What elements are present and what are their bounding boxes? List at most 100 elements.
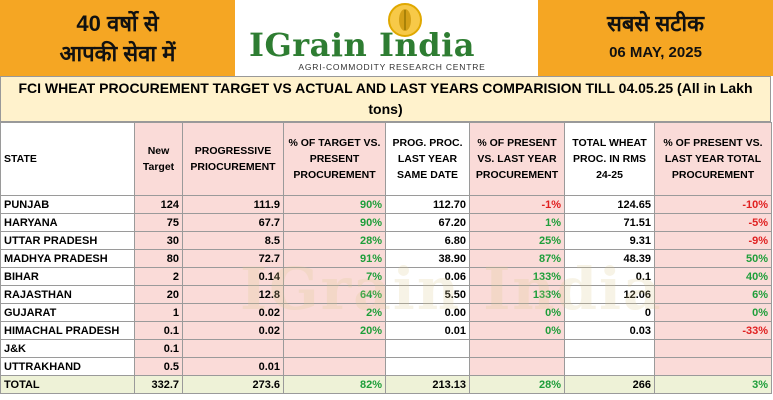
cell-pct-last-year: -1%: [469, 195, 565, 214]
wheat-grain-icon: [388, 3, 422, 37]
cell-pct-total: [654, 357, 772, 376]
accuracy-tagline: सबसे सटीक: [607, 11, 704, 36]
cell-progressive: 273.6: [182, 375, 284, 394]
cell-pct-last-year: 0%: [469, 321, 565, 340]
cell-last-year: 5.50: [385, 285, 470, 304]
cell-state: TOTAL: [0, 375, 135, 394]
cell-pct-target: 64%: [283, 285, 386, 304]
cell-pct-target: 82%: [283, 375, 386, 394]
cell-total-rms: 124.65: [564, 195, 655, 214]
cell-state: UTTAR PRADESH: [0, 231, 135, 250]
col-total-rms-header: TOTAL WHEAT PROC. IN RMS 24-25: [564, 122, 655, 196]
cell-pct-last-year: [469, 339, 565, 358]
col-pct-target-header: % OF TARGET VS. PRESENT PROCUREMENT: [283, 122, 386, 196]
logo-panel: IGrain India AGRI-COMMODITY RESEARCH CEN…: [235, 0, 538, 76]
cell-target: 332.7: [134, 375, 183, 394]
cell-pct-target: 90%: [283, 195, 386, 214]
cell-pct-target: [283, 357, 386, 376]
cell-target: 80: [134, 249, 183, 268]
cell-state: UTTRAKHAND: [0, 357, 135, 376]
cell-progressive: 8.5: [182, 231, 284, 250]
cell-target: 20: [134, 285, 183, 304]
table-body: PUNJAB 124 111.9 90% 112.70 -1% 124.65 -10% HARY…: [0, 195, 772, 394]
cell-pct-total: [654, 339, 772, 358]
cell-progressive: [182, 339, 284, 358]
cell-total-rms: 48.39: [564, 249, 655, 268]
cell-pct-last-year: 25%: [469, 231, 565, 250]
tagline-line-2: आपकी सेवा में: [59, 41, 176, 66]
cell-pct-total: 40%: [654, 267, 772, 286]
tagline-line-1: 40 वर्षो से: [76, 11, 159, 36]
col-last-year-header: PROG. PROC. LAST YEAR SAME DATE: [385, 122, 470, 196]
table-row: PUNJAB 124 111.9 90% 112.70 -1% 124.65 -10%: [0, 195, 772, 214]
table-row: J&K 0.1: [0, 339, 772, 358]
cell-pct-last-year: 133%: [469, 267, 565, 286]
cell-pct-total: -9%: [654, 231, 772, 250]
cell-state: GUJARAT: [0, 303, 135, 322]
report-title: FCI WHEAT PROCUREMENT TARGET VS ACTUAL A…: [0, 76, 771, 122]
cell-target: 0.5: [134, 357, 183, 376]
cell-target: 0.1: [134, 339, 183, 358]
cell-target: 124: [134, 195, 183, 214]
cell-state: MADHYA PRADESH: [0, 249, 135, 268]
cell-progressive: 12.8: [182, 285, 284, 304]
cell-pct-total: -5%: [654, 213, 772, 232]
cell-state: PUNJAB: [0, 195, 135, 214]
cell-pct-total: 50%: [654, 249, 772, 268]
cell-pct-target: 28%: [283, 231, 386, 250]
col-new-target-header: New Target: [134, 122, 183, 196]
cell-last-year: [385, 339, 470, 358]
cell-progressive: 111.9: [182, 195, 284, 214]
cell-total-rms: [564, 357, 655, 376]
cell-progressive: 67.7: [182, 213, 284, 232]
logo-name: IGrain India: [249, 26, 475, 64]
cell-pct-target: [283, 339, 386, 358]
cell-target: 30: [134, 231, 183, 250]
cell-last-year: 67.20: [385, 213, 470, 232]
cell-last-year: 38.90: [385, 249, 470, 268]
cell-progressive: 0.14: [182, 267, 284, 286]
cell-total-rms: 12.06: [564, 285, 655, 304]
cell-state: BIHAR: [0, 267, 135, 286]
cell-target: 2: [134, 267, 183, 286]
cell-pct-last-year: 133%: [469, 285, 565, 304]
cell-target: 1: [134, 303, 183, 322]
cell-pct-total: 6%: [654, 285, 772, 304]
col-progressive-header: PROGRESSIVE PRIOCUREMENT: [182, 122, 284, 196]
col-state-header: STATE: [0, 122, 135, 196]
cell-target: 0.1: [134, 321, 183, 340]
procurement-table: STATE New Target PROGRESSIVE PRIOCUREMENT%…: [0, 122, 772, 394]
total-row: TOTAL 332.7 273.6 82% 213.13 28% 266 3%: [0, 375, 772, 394]
cell-total-rms: 0: [564, 303, 655, 322]
cell-total-rms: 0.03: [564, 321, 655, 340]
cell-pct-last-year: 87%: [469, 249, 565, 268]
cell-last-year: 0.01: [385, 321, 470, 340]
cell-last-year: 0.06: [385, 267, 470, 286]
cell-pct-total: 0%: [654, 303, 772, 322]
cell-total-rms: 71.51: [564, 213, 655, 232]
cell-pct-total: -33%: [654, 321, 772, 340]
cell-pct-target: 7%: [283, 267, 386, 286]
cell-total-rms: 9.31: [564, 231, 655, 250]
header-banner: 40 वर्षो से आपकी सेवा में IGrain India A…: [0, 0, 773, 76]
cell-total-rms: 266: [564, 375, 655, 394]
table-row: RAJASTHAN 20 12.8 64% 5.50 133% 12.06 6%: [0, 285, 772, 304]
table-row: UTTAR PRADESH 30 8.5 28% 6.80 25% 9.31 -9%: [0, 231, 772, 250]
header-row: STATE New Target PROGRESSIVE PRIOCUREMENT%…: [0, 122, 772, 196]
cell-progressive: 0.01: [182, 357, 284, 376]
table-row: UTTRAKHAND 0.5 0.01: [0, 357, 772, 376]
cell-total-rms: 0.1: [564, 267, 655, 286]
cell-pct-target: 91%: [283, 249, 386, 268]
table-row: GUJARAT 1 0.02 2% 0.00 0% 0 0%: [0, 303, 772, 322]
cell-pct-total: -10%: [654, 195, 772, 214]
report-date: 06 MAY, 2025: [609, 44, 702, 61]
cell-progressive: 0.02: [182, 321, 284, 340]
cell-last-year: 213.13: [385, 375, 470, 394]
cell-state: HARYANA: [0, 213, 135, 232]
cell-state: RAJASTHAN: [0, 285, 135, 304]
cell-pct-target: 20%: [283, 321, 386, 340]
logo-tagline: AGRI-COMMODITY RESEARCH CENTRE: [298, 62, 486, 72]
cell-pct-last-year: [469, 357, 565, 376]
cell-pct-total: 3%: [654, 375, 772, 394]
